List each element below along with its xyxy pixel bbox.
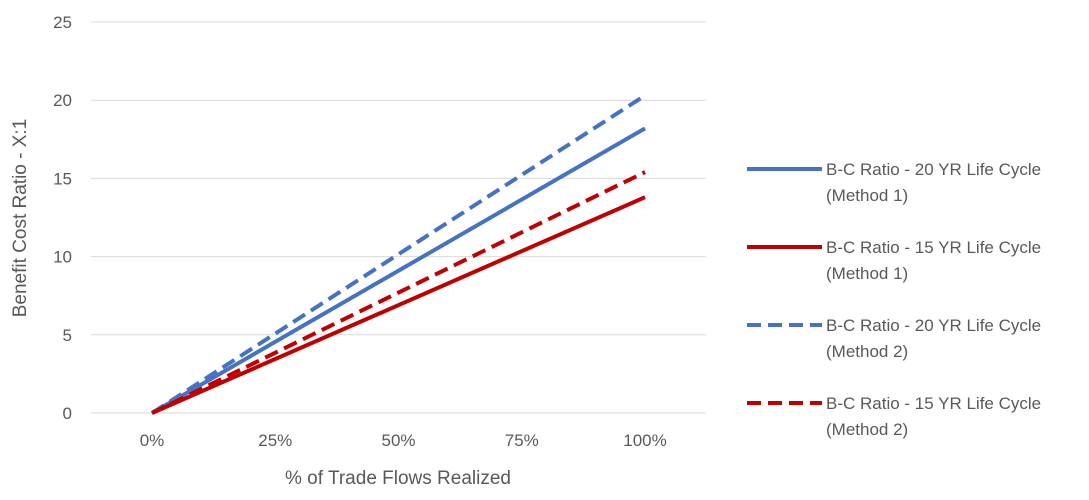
gridlines — [91, 21, 706, 414]
legend-label: (Method 2) — [826, 420, 908, 439]
x-axis-title: % of Trade Flows Realized — [285, 468, 511, 489]
series-line-4 — [151, 170, 646, 415]
series-line-1 — [151, 126, 646, 415]
legend-label: B-C Ratio - 15 YR Life Cycle — [826, 238, 1041, 257]
legend-item: B-C Ratio - 15 YR Life Cycle (Method 2) — [747, 394, 1041, 439]
legend-item: B-C Ratio - 15 YR Life Cycle (Method 1) — [747, 238, 1041, 283]
y-tick-label: 20 — [53, 91, 72, 110]
legend-label: B-C Ratio - 20 YR Life Cycle — [826, 316, 1041, 335]
legend: B-C Ratio - 20 YR Life Cycle(Method 1)B-… — [747, 160, 1041, 439]
legend-label: (Method 2) — [826, 342, 908, 361]
y-tick-label: 0 — [63, 404, 72, 423]
x-tick-label: 0% — [140, 431, 165, 450]
x-axis-ticks: 0% 25% 50% 75% 100% — [140, 431, 667, 450]
x-tick-label: 25% — [258, 431, 292, 450]
x-tick-label: 50% — [381, 431, 415, 450]
series-line-3 — [150, 93, 647, 415]
y-tick-label: 15 — [53, 169, 72, 188]
legend-item: B-C Ratio - 20 YR Life Cycle (Method 1) — [747, 160, 1041, 205]
series-lines — [150, 93, 647, 415]
y-axis-ticks: 0 5 10 15 20 25 — [53, 13, 72, 423]
y-tick-label: 5 — [63, 326, 72, 345]
legend-item: B-C Ratio - 20 YR Life Cycle (Method 2) — [747, 316, 1041, 361]
x-tick-label: 75% — [505, 431, 539, 450]
legend-label: B-C Ratio - 15 YR Life Cycle — [826, 394, 1041, 413]
y-tick-label: 25 — [53, 13, 72, 32]
legend-label: B-C Ratio - 20 YR Life Cycle — [826, 160, 1041, 179]
x-tick-label: 100% — [623, 431, 666, 450]
y-axis-title: Benefit Cost Ratio - X:1 — [10, 119, 31, 318]
series-line-2 — [151, 195, 646, 415]
legend-label: (Method 1) — [826, 264, 908, 283]
y-tick-label: 10 — [53, 248, 72, 267]
legend-label: (Method 1) — [826, 186, 908, 205]
